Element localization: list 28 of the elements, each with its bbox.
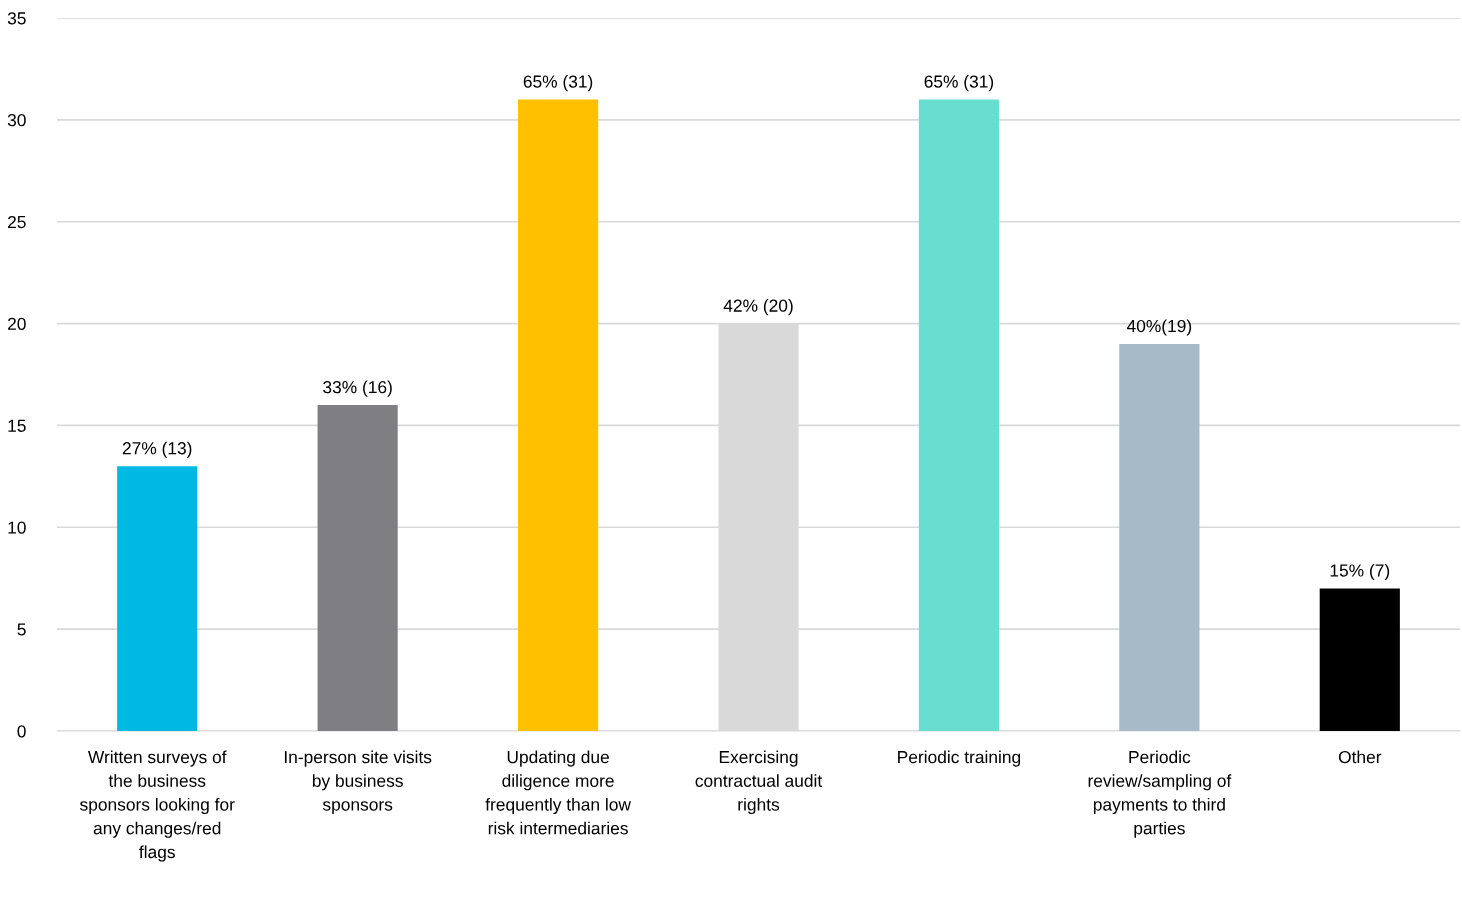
bar xyxy=(117,466,198,731)
y-tick-label: 15 xyxy=(8,419,26,432)
x-tick-label: Updating due diligence more frequently than low risk intermediaries xyxy=(485,750,631,835)
data-label: 42% (20) xyxy=(723,299,793,316)
data-label: 65% (31) xyxy=(924,74,994,92)
x-tick-label: Exercising contractual audit rights xyxy=(695,750,823,815)
y-tick-label: 20 xyxy=(8,317,26,331)
x-tick-label: In-person site visits by business sponsors xyxy=(284,750,432,815)
x-tick-label: Periodic review/sampling of payments to third parties xyxy=(1088,750,1232,838)
y-tick-label: 5 xyxy=(17,623,26,636)
data-label: 33% (16) xyxy=(323,380,392,397)
x-tick-label: Other xyxy=(1338,750,1382,764)
y-tick-label: 30 xyxy=(7,114,26,127)
bar xyxy=(317,405,398,731)
x-tick-label: Periodic training xyxy=(898,750,1021,767)
data-label: 65% (31) xyxy=(523,74,593,92)
y-tick-label: 25 xyxy=(8,215,26,229)
y-tick-label: 10 xyxy=(8,521,26,534)
data-label: 40%(19) xyxy=(1126,319,1192,336)
x-tick-label: Written surveys of the business sponsors looking for any changes/red flags xyxy=(80,750,235,862)
y-tick-label: 0 xyxy=(17,725,26,738)
bar xyxy=(1319,588,1400,731)
y-tick-label: 35 xyxy=(7,12,26,25)
data-label: 15% (7) xyxy=(1330,563,1390,581)
bar xyxy=(517,99,599,731)
bar xyxy=(1119,343,1200,731)
data-label: 27% (13) xyxy=(122,441,192,458)
bar xyxy=(918,99,1000,731)
